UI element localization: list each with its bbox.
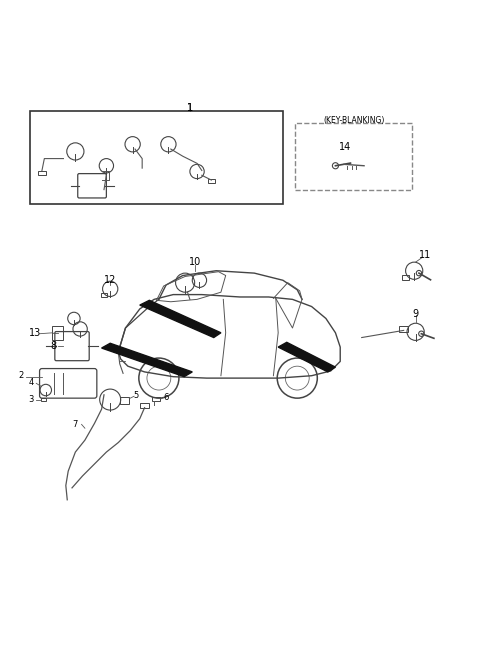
Polygon shape (140, 300, 221, 338)
Polygon shape (102, 343, 192, 377)
Bar (120, 398, 129, 403)
Bar (208, 179, 215, 183)
Text: 2: 2 (19, 371, 24, 380)
Text: 13: 13 (29, 328, 41, 338)
Text: 1: 1 (187, 104, 193, 113)
Bar (152, 397, 160, 401)
Text: (KEY-BLANKING): (KEY-BLANKING) (323, 116, 384, 125)
Text: 8: 8 (51, 341, 57, 351)
Text: 10: 10 (189, 257, 201, 267)
Bar (52, 325, 63, 340)
Bar (101, 293, 107, 297)
Text: 4: 4 (29, 379, 34, 388)
Bar (140, 403, 149, 407)
Bar (30, 111, 283, 204)
Bar (295, 123, 412, 190)
Text: 5: 5 (133, 391, 139, 400)
Bar (399, 326, 408, 331)
Text: 14: 14 (339, 142, 351, 152)
Text: 7: 7 (72, 420, 78, 429)
Text: 12: 12 (104, 276, 116, 285)
Text: 3: 3 (29, 395, 34, 404)
Bar (402, 276, 409, 279)
Text: 1: 1 (187, 102, 193, 113)
Bar (38, 171, 46, 175)
Text: 9: 9 (412, 309, 419, 319)
Bar (40, 398, 46, 401)
Text: 6: 6 (163, 393, 168, 401)
Text: 11: 11 (419, 251, 431, 260)
Polygon shape (278, 342, 336, 372)
